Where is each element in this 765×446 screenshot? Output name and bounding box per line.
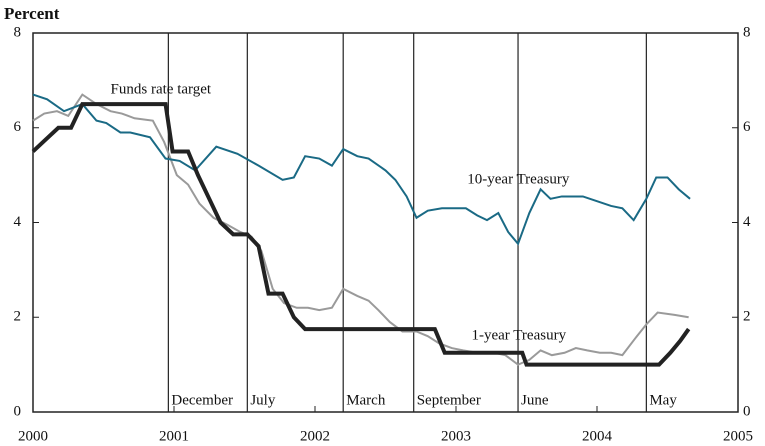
- series-line: [32, 93, 689, 366]
- series-label: 10-year Treasury: [467, 171, 570, 187]
- annotation-label: May: [649, 392, 677, 408]
- series-label: Funds rate target: [111, 81, 212, 97]
- x-tick-label: 2003: [441, 428, 471, 444]
- y-tick-label: 2: [14, 309, 22, 325]
- x-tick-label: 2001: [159, 428, 189, 444]
- annotation-label: July: [250, 392, 276, 408]
- annotation-label: September: [417, 392, 481, 408]
- y2-tick-label: 8: [743, 24, 751, 40]
- y2-tick-label: 6: [743, 119, 751, 135]
- y-axis-label: Percent: [4, 4, 60, 23]
- annotation-label: December: [171, 392, 233, 408]
- x-tick-label: 2002: [300, 428, 330, 444]
- series-label: 1-year Treasury: [472, 328, 567, 344]
- x-tick-label: 2000: [18, 428, 48, 444]
- series-line: [31, 102, 691, 367]
- x-tick-label: 2004: [582, 428, 613, 444]
- y-tick-label: 4: [14, 214, 22, 230]
- series-line: [32, 93, 691, 246]
- annotation-label: March: [346, 392, 386, 408]
- y-tick-label: 6: [14, 119, 22, 135]
- y2-tick-label: 2: [743, 309, 751, 325]
- y-tick-label: 8: [14, 24, 22, 40]
- x-tick-label: 2005: [723, 428, 753, 444]
- y2-tick-label: 4: [743, 214, 751, 230]
- y2-tick-label: 0: [743, 403, 751, 419]
- annotation-label: June: [521, 392, 549, 408]
- y-tick-label: 0: [14, 403, 22, 419]
